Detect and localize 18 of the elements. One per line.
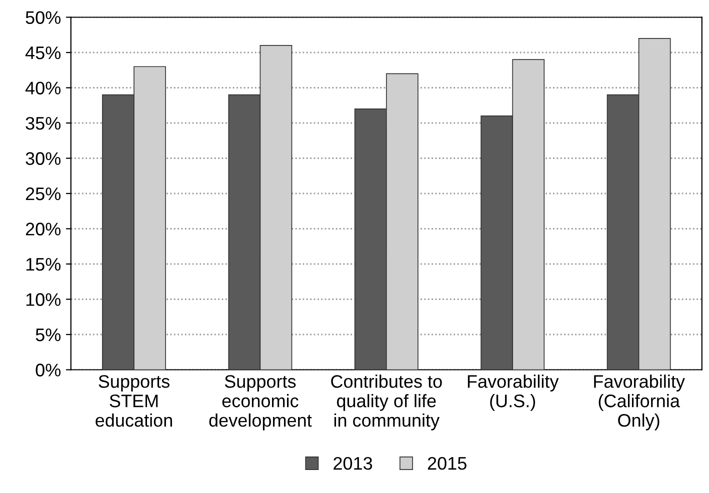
y-tick-label: 0% xyxy=(36,364,61,376)
y-tick-label: 30% xyxy=(26,152,61,165)
x-tick-label: Contributes to quality of life in community xyxy=(331,374,442,430)
y-tick-label: 50% xyxy=(26,11,61,24)
y-tick-label: 10% xyxy=(26,293,61,306)
y-tick-label: 40% xyxy=(25,82,61,94)
legend-label: 2015 xyxy=(428,456,466,470)
legend-label: 2013 xyxy=(334,456,372,470)
y-tick-label: 15% xyxy=(26,258,61,271)
x-tick-label: Supports STEM education xyxy=(96,375,172,427)
x-tick-label: Favorability (California Only) xyxy=(594,374,685,430)
y-tick-label: 25% xyxy=(26,187,61,200)
y-tick-label: 20% xyxy=(26,222,61,236)
y-tick-label: 5% xyxy=(36,328,61,342)
x-tick-label: Favorability (U.S.) xyxy=(468,374,559,411)
y-tick-label: 45% xyxy=(25,46,61,60)
y-tick-label: 35% xyxy=(26,116,61,130)
x-tick-label: Supports economic development xyxy=(209,375,312,430)
